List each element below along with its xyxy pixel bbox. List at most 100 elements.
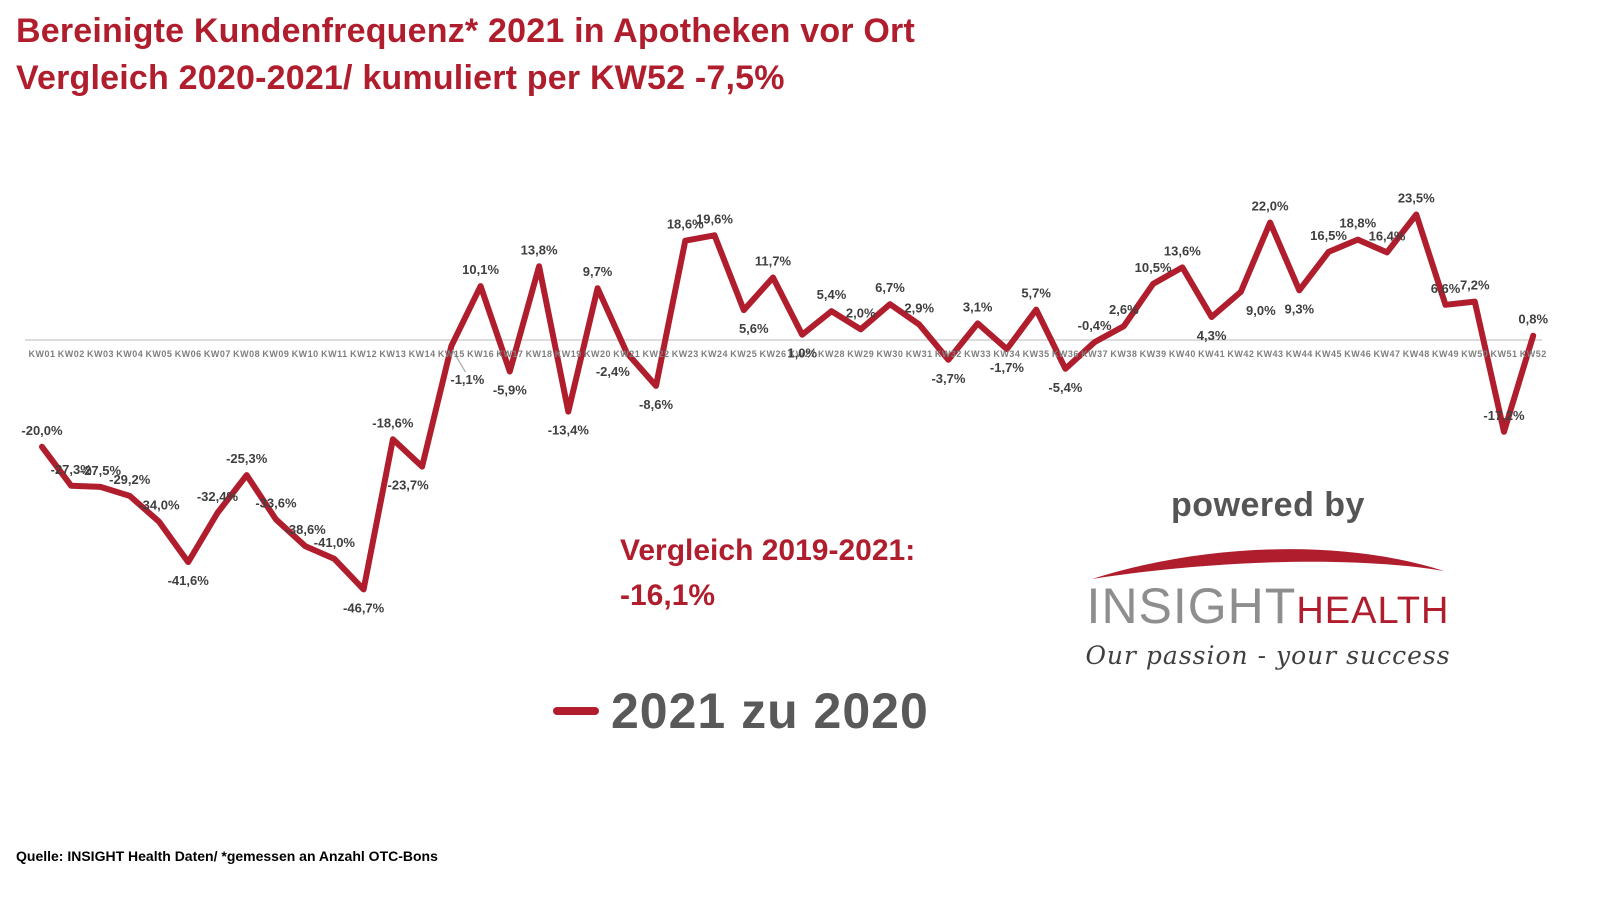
x-axis-label-KW36: KW36 <box>1052 349 1079 359</box>
chart-title-line1: Bereinigte Kundenfrequenz* 2021 in Apoth… <box>16 12 915 50</box>
x-axis-label-KW16: KW16 <box>467 349 494 359</box>
data-label-KW04: -29,2% <box>109 472 151 487</box>
x-axis-label-KW14: KW14 <box>409 349 436 359</box>
x-axis-label-KW39: KW39 <box>1140 349 1167 359</box>
x-axis-label-KW25: KW25 <box>730 349 757 359</box>
data-label-KW15: -1,1% <box>450 372 484 387</box>
brand-health: HEALTH <box>1296 590 1450 632</box>
data-label-KW10: -38,6% <box>285 522 327 537</box>
data-label-KW05: -34,0% <box>138 498 180 513</box>
brand-wordmark: INSIGHT HEALTH <box>1085 577 1451 635</box>
data-label-KW20: 9,7% <box>583 264 613 279</box>
x-axis-label-KW42: KW42 <box>1227 349 1254 359</box>
brand-insight: INSIGHT <box>1086 578 1297 634</box>
x-axis-label-KW21: KW21 <box>613 349 640 359</box>
x-axis-label-KW20: KW20 <box>584 349 611 359</box>
data-label-KW51: -17,2% <box>1483 408 1525 423</box>
x-axis-label-KW10: KW10 <box>292 349 319 359</box>
data-label-KW08: -25,3% <box>226 451 268 466</box>
data-label-KW11: -41,0% <box>314 535 356 550</box>
data-label-KW23: 18,6% <box>667 217 704 232</box>
x-axis-label-KW44: KW44 <box>1286 349 1313 359</box>
data-label-KW46: 18,8% <box>1339 216 1376 231</box>
logo-swoosh-icon <box>1092 549 1444 579</box>
x-axis-label-KW51: KW51 <box>1490 349 1517 359</box>
x-axis-label-KW29: KW29 <box>847 349 874 359</box>
x-axis-label-KW43: KW43 <box>1257 349 1284 359</box>
x-axis-label-KW38: KW38 <box>1110 349 1137 359</box>
data-label-KW34: -1,7% <box>990 360 1024 375</box>
x-axis-label-KW01: KW01 <box>28 349 55 359</box>
x-axis-label-KW30: KW30 <box>876 349 903 359</box>
x-axis-label-KW08: KW08 <box>233 349 260 359</box>
x-axis-label-KW11: KW11 <box>321 349 348 359</box>
brand-tagline: Our passion - your success <box>1085 641 1451 670</box>
data-label-KW25: 5,6% <box>739 321 769 336</box>
powered-by-text: powered by <box>1171 486 1365 524</box>
data-label-KW09: -33,6% <box>255 495 297 510</box>
data-label-KW18: 13,8% <box>521 242 558 257</box>
x-axis-label-KW19: KW19 <box>555 349 582 359</box>
comparison-annotation-line2: -16,1% <box>620 579 716 612</box>
data-label-KW13: -18,6% <box>372 415 414 430</box>
x-axis-label-KW27: KW27 <box>789 349 816 359</box>
data-label-KW52: 0,8% <box>1518 312 1548 327</box>
data-label-KW27: 1,0% <box>787 346 817 361</box>
data-label-KW30: 6,7% <box>875 280 905 295</box>
x-axis-label-KW26: KW26 <box>759 349 786 359</box>
data-label-KW42: 9,0% <box>1246 303 1276 318</box>
x-axis-label-KW28: KW28 <box>818 349 845 359</box>
x-axis-label-KW18: KW18 <box>526 349 553 359</box>
callout-leader-line <box>451 349 466 373</box>
data-label-KW22: -8,6% <box>639 397 673 412</box>
data-label-KW03: -27,5% <box>80 463 122 478</box>
x-axis-label-KW52: KW52 <box>1520 349 1547 359</box>
x-axis-label-KW12: KW12 <box>350 349 377 359</box>
source-note: Quelle: INSIGHT Health Daten/ *gemessen … <box>16 848 438 864</box>
data-label-KW17: -5,9% <box>493 383 527 398</box>
data-label-KW26: 11,7% <box>755 254 792 269</box>
data-label-KW07: -32,4% <box>197 489 239 504</box>
data-label-KW12: -46,7% <box>343 600 385 615</box>
data-label-KW44: 9,3% <box>1284 301 1314 316</box>
x-axis-label-KW07: KW07 <box>204 349 231 359</box>
x-axis-label-KW09: KW09 <box>262 349 289 359</box>
x-axis-label-KW22: KW22 <box>643 349 670 359</box>
data-label-KW33: 3,1% <box>963 299 993 314</box>
data-label-KW37: -0,4% <box>1078 318 1112 333</box>
x-axis-label-KW46: KW46 <box>1344 349 1371 359</box>
data-label-KW49: 6,6% <box>1431 281 1461 296</box>
data-label-KW35: 5,7% <box>1021 286 1051 301</box>
x-axis-label-KW50: KW50 <box>1461 349 1488 359</box>
data-label-KW50: 7,2% <box>1460 278 1490 293</box>
chart-title: Bereinigte Kundenfrequenz* 2021 in Apoth… <box>16 8 915 102</box>
x-axis-label-KW35: KW35 <box>1023 349 1050 359</box>
data-label-KW19: -13,4% <box>548 423 590 438</box>
data-label-KW01: -20,0% <box>21 423 63 438</box>
data-label-KW47: 16,4% <box>1369 228 1406 243</box>
data-label-KW21: -2,4% <box>596 364 630 379</box>
data-label-KW45: 16,5% <box>1310 228 1347 243</box>
data-label-KW02: -27,3% <box>51 462 93 477</box>
x-axis-label-KW23: KW23 <box>672 349 699 359</box>
x-axis-label-KW47: KW47 <box>1374 349 1401 359</box>
legend-line-marker <box>553 707 599 715</box>
x-axis-label-KW02: KW02 <box>58 349 85 359</box>
data-label-KW36: -5,4% <box>1048 380 1082 395</box>
data-label-KW38: 2,6% <box>1109 302 1139 317</box>
data-label-KW43: 22,0% <box>1252 199 1289 214</box>
x-axis-label-KW45: KW45 <box>1315 349 1342 359</box>
x-axis-label-KW17: KW17 <box>496 349 523 359</box>
comparison-annotation-line1: Vergleich 2019-2021: <box>620 534 916 567</box>
data-label-KW31: 2,9% <box>904 301 934 316</box>
x-axis-label-KW31: KW31 <box>906 349 933 359</box>
x-axis-label-KW13: KW13 <box>379 349 406 359</box>
data-label-KW41: 4,3% <box>1197 328 1227 343</box>
x-axis-label-KW03: KW03 <box>87 349 114 359</box>
series-line-2021-zu-2020 <box>39 211 1537 593</box>
x-axis-label-KW34: KW34 <box>993 349 1020 359</box>
data-label-KW29: 2,0% <box>846 305 876 320</box>
x-axis-label-KW15: KW15 <box>438 349 465 359</box>
chart-legend: 2021 zu 2020 <box>553 682 929 740</box>
